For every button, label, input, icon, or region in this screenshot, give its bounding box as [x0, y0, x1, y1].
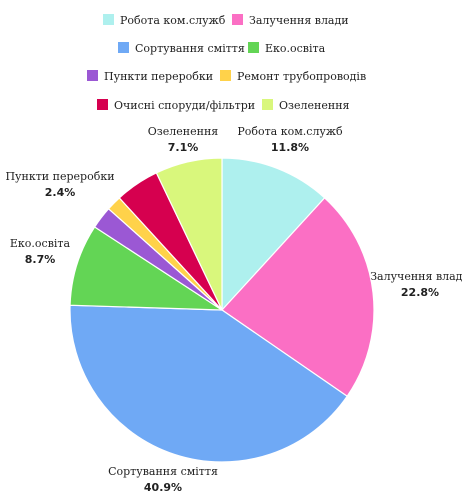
pie-slice[interactable]	[69, 226, 225, 311]
legend-label: Ремонт трубопроводів	[237, 70, 366, 83]
slice-percent: 40.9%	[144, 481, 182, 493]
legend-label: Пункти переробки	[104, 70, 213, 83]
slice-percent: 7.1%	[168, 141, 199, 154]
legend-label: Озеленення	[279, 99, 350, 112]
chart-legend: Робота ком.служб Залучення влади Сортуванн…	[87, 14, 366, 112]
legend-swatch	[118, 42, 129, 53]
legend-swatch	[262, 99, 273, 110]
pie-slice[interactable]	[155, 157, 223, 311]
slice-labels: Робота ком.служб 11.8% Залучення влади 22.8…	[5, 125, 462, 493]
legend-label: Робота ком.служб	[120, 14, 226, 27]
slice-label: Озеленення	[148, 125, 219, 138]
slice-percent: 8.7%	[25, 253, 56, 266]
slice-label: Робота ком.служб	[237, 125, 343, 138]
slice-percent: 2.4%	[45, 186, 76, 199]
legend-swatch	[220, 70, 231, 81]
legend-swatch	[103, 14, 114, 25]
legend-label: Залучення влади	[249, 14, 349, 27]
slice-label: Сортування сміття	[108, 465, 218, 478]
legend-label: Очисні споруди/фільтри	[114, 99, 255, 112]
slice-percent: 11.8%	[271, 141, 309, 154]
slice-label: Еко.освіта	[10, 237, 71, 250]
pie-slice[interactable]	[69, 304, 349, 463]
slice-percent: 22.8%	[401, 286, 439, 299]
pie-slice[interactable]	[221, 197, 375, 398]
slice-label: Залучення влади	[370, 270, 462, 283]
legend-label: Еко.освіта	[265, 42, 326, 55]
legend-swatch	[97, 99, 108, 110]
legend-swatch	[87, 70, 98, 81]
legend-swatch	[232, 14, 243, 25]
legend-swatch	[248, 42, 259, 53]
pie-slice[interactable]	[221, 157, 326, 312]
legend-label: Сортування сміття	[135, 42, 245, 55]
slice-label: Пункти переробки	[5, 170, 114, 183]
pie-slices	[69, 157, 375, 463]
